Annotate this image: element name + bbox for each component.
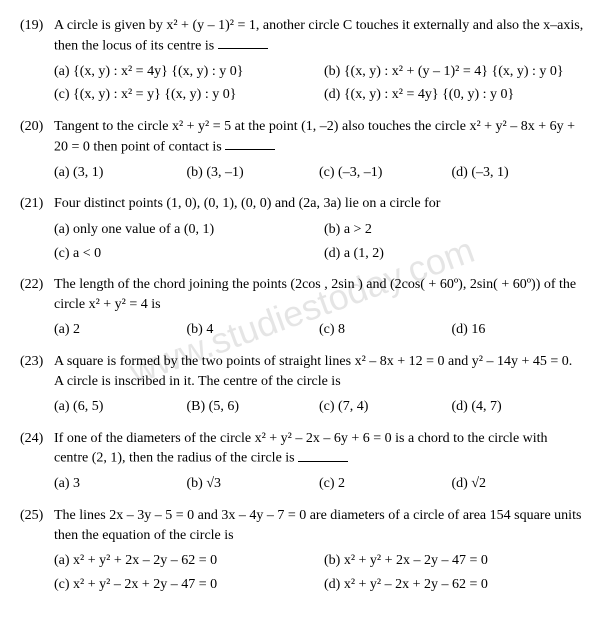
option: (d) 16: [452, 320, 585, 340]
question-text-content: The length of the chord joining the poin…: [54, 277, 576, 312]
option: (c) (–3, –1): [319, 163, 452, 183]
option: (c) (7, 4): [319, 397, 452, 417]
option: (d) (4, 7): [452, 397, 585, 417]
option: (c) {(x, y) : x² = y} {(x, y) : y 0}: [54, 85, 314, 105]
question-text-content: A circle is given by x² + (y – 1)² = 1, …: [54, 18, 583, 53]
question-text: Four distinct points (1, 0), (0, 1), (0,…: [54, 194, 584, 214]
option: (b) a > 2: [324, 220, 584, 240]
question-number: (19): [20, 16, 54, 36]
question: (24)If one of the diameters of the circl…: [20, 429, 584, 494]
question: (25)The lines 2x – 3y – 5 = 0 and 3x – 4…: [20, 506, 584, 594]
question-text-content: Four distinct points (1, 0), (0, 1), (0,…: [54, 196, 440, 211]
options: (a) (3, 1)(b) (3, –1)(c) (–3, –1)(d) (–3…: [54, 163, 584, 183]
option: (B) (5, 6): [187, 397, 320, 417]
question-number: (23): [20, 352, 54, 372]
question-row: (20)Tangent to the circle x² + y² = 5 at…: [20, 117, 584, 157]
question: (19)A circle is given by x² + (y – 1)² =…: [20, 16, 584, 105]
questions-list: (19)A circle is given by x² + (y – 1)² =…: [20, 16, 584, 594]
option: (a) only one value of a (0, 1): [54, 220, 314, 240]
question-number: (22): [20, 275, 54, 295]
option: (c) a < 0: [54, 244, 314, 264]
option: (b) x² + y² + 2x – 2y – 47 = 0: [324, 551, 584, 571]
option: (b) {(x, y) : x² + (y – 1)² = 4} {(x, y)…: [324, 62, 584, 82]
blank-line: [298, 448, 348, 462]
option: (a) 2: [54, 320, 187, 340]
question-row: (24)If one of the diameters of the circl…: [20, 429, 584, 469]
option: (c) 2: [319, 474, 452, 494]
question-number: (21): [20, 194, 54, 214]
question-text: Tangent to the circle x² + y² = 5 at the…: [54, 117, 584, 157]
blank-line: [218, 36, 268, 50]
question: (22)The length of the chord joining the …: [20, 275, 584, 340]
option: (d) x² + y² – 2x + 2y – 62 = 0: [324, 575, 584, 595]
option: (b) 4: [187, 320, 320, 340]
question-number: (20): [20, 117, 54, 137]
option: (d) (–3, 1): [452, 163, 585, 183]
option: (b) √3: [187, 474, 320, 494]
options: (a) only one value of a (0, 1) (b) a > 2 (…: [54, 220, 584, 263]
options: (a) (6, 5)(B) (5, 6)(c) (7, 4)(d) (4, 7): [54, 397, 584, 417]
option: (c) 8: [319, 320, 452, 340]
question-row: (22)The length of the chord joining the …: [20, 275, 584, 314]
question-row: (21)Four distinct points (1, 0), (0, 1),…: [20, 194, 584, 214]
question-row: (25)The lines 2x – 3y – 5 = 0 and 3x – 4…: [20, 506, 584, 545]
question-number: (24): [20, 429, 54, 449]
option: (b) (3, –1): [187, 163, 320, 183]
question-text-content: The lines 2x – 3y – 5 = 0 and 3x – 4y – …: [54, 508, 581, 543]
option: (c) x² + y² – 2x + 2y – 47 = 0: [54, 575, 314, 595]
question-text-content: A square is formed by the two points of …: [54, 354, 572, 389]
question-text: A circle is given by x² + (y – 1)² = 1, …: [54, 16, 584, 56]
question-text: The lines 2x – 3y – 5 = 0 and 3x – 4y – …: [54, 506, 584, 545]
option: (d) a (1, 2): [324, 244, 584, 264]
question-text: A square is formed by the two points of …: [54, 352, 584, 391]
question-number: (25): [20, 506, 54, 526]
options: (a) x² + y² + 2x – 2y – 62 = 0 (b) x² + y…: [54, 551, 584, 594]
options: (a) 2(b) 4(c) 8(d) 16: [54, 320, 584, 340]
question: (21)Four distinct points (1, 0), (0, 1),…: [20, 194, 584, 263]
question: (23)A square is formed by the two points…: [20, 352, 584, 417]
option: (a) {(x, y) : x² = 4y} {(x, y) : y 0}: [54, 62, 314, 82]
question-text: If one of the diameters of the circle x²…: [54, 429, 584, 469]
option: (a) (3, 1): [54, 163, 187, 183]
question-text-content: Tangent to the circle x² + y² = 5 at the…: [54, 119, 575, 154]
option: (d) √2: [452, 474, 585, 494]
option: (d) {(x, y) : x² = 4y} {(0, y) : y 0}: [324, 85, 584, 105]
option: (a) x² + y² + 2x – 2y – 62 = 0: [54, 551, 314, 571]
question-row: (19)A circle is given by x² + (y – 1)² =…: [20, 16, 584, 56]
blank-line: [225, 137, 275, 151]
option: (a) 3: [54, 474, 187, 494]
question: (20)Tangent to the circle x² + y² = 5 at…: [20, 117, 584, 182]
options: (a) 3(b) √3(c) 2(d) √2: [54, 474, 584, 494]
option: (a) (6, 5): [54, 397, 187, 417]
options: (a) {(x, y) : x² = 4y} {(x, y) : y 0} (b)…: [54, 62, 584, 105]
question-row: (23)A square is formed by the two points…: [20, 352, 584, 391]
question-text: The length of the chord joining the poin…: [54, 275, 584, 314]
